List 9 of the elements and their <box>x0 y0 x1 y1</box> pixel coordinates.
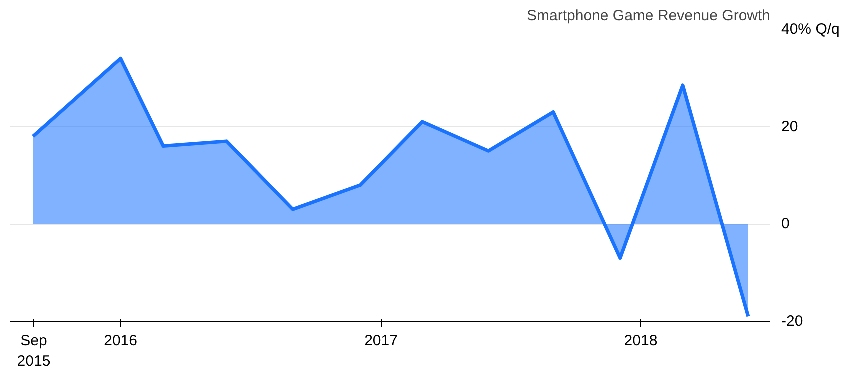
y-tick-label: -20 <box>782 313 804 330</box>
x-tick-label: Sep 2015 <box>17 332 51 370</box>
x-tick-label: 2017 <box>364 332 398 350</box>
x-tick-label: 2016 <box>104 332 138 350</box>
chart-title: Smartphone Game Revenue Growth <box>527 8 771 24</box>
y-tick-label: 0 <box>782 216 790 233</box>
x-tick-label: 2018 <box>624 332 658 350</box>
y-tick-label: 20 <box>782 118 798 136</box>
y-tick-label: 40% Q/q <box>782 21 840 38</box>
